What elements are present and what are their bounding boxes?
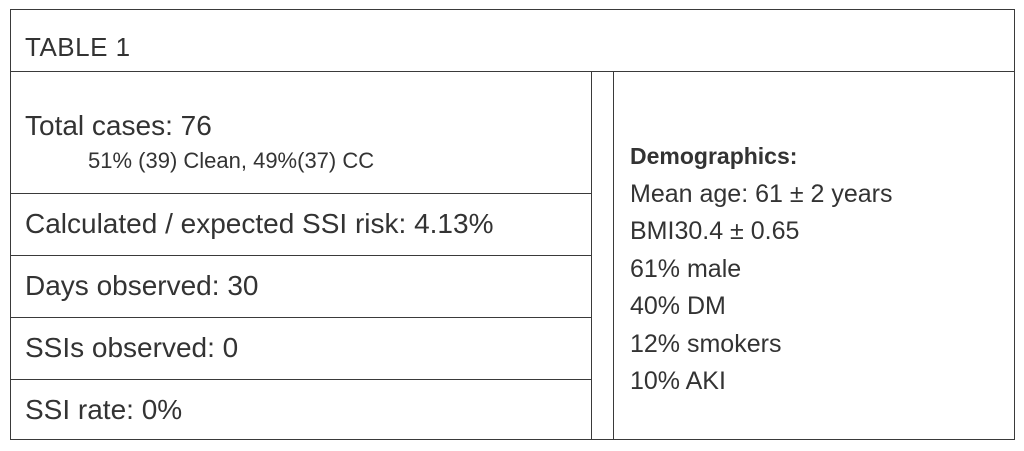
demographics-item: 40% DM (630, 292, 726, 320)
table-title: TABLE 1 (25, 32, 131, 62)
ssi-rate-cell: SSI rate: 0% (11, 380, 591, 441)
days-observed-label: Days observed: 30 (25, 270, 259, 301)
total-cases-label: Total cases: 76 (25, 110, 212, 141)
days-observed-cell: Days observed: 30 (11, 256, 591, 318)
total-cases-cell: Total cases: 76 51% (39) Clean, 49%(37) … (11, 72, 591, 194)
ssi-risk-cell: Calculated / expected SSI risk: 4.13% (11, 194, 591, 256)
demographics-item: Mean age: 61 ± 2 years (630, 179, 893, 208)
demographics-item: 61% male (630, 254, 742, 283)
demographics-list: Demographics: Mean age: 61 ± 2 years BMI… (630, 138, 893, 401)
ssis-observed-cell: SSIs observed: 0 (11, 318, 591, 380)
case-breakdown-label: 51% (39) Clean, 49%(37) CC (88, 148, 375, 173)
demographics-item: BMI30.4 ± 0.65 (630, 217, 800, 245)
table-1: TABLE 1 Total cases: 76 51% (39) Clean, … (10, 9, 1015, 440)
table-title-row: TABLE 1 (11, 10, 1014, 72)
divider-column (592, 72, 614, 439)
demographics-heading: Demographics: (630, 143, 798, 169)
demographics-item: 10% AKI (630, 367, 726, 395)
ssi-risk-label: Calculated / expected SSI risk: 4.13% (25, 208, 494, 239)
ssi-rate-label: SSI rate: 0% (25, 394, 183, 425)
demographics-item: 12% smokers (630, 329, 782, 358)
summary-column: Total cases: 76 51% (39) Clean, 49%(37) … (11, 72, 592, 439)
ssis-observed-label: SSIs observed: 0 (25, 332, 239, 363)
demographics-column: Demographics: Mean age: 61 ± 2 years BMI… (614, 72, 1014, 439)
